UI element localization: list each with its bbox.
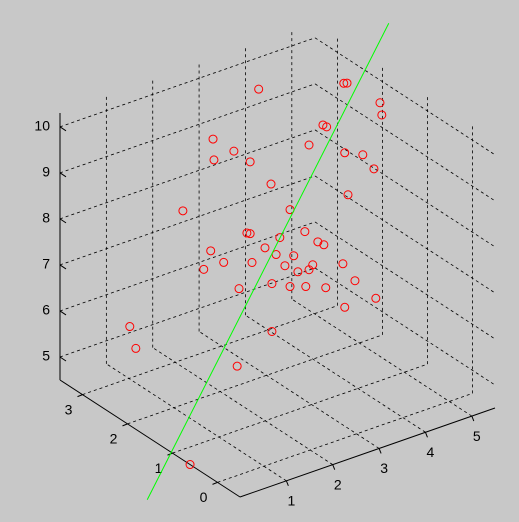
scatter-point — [342, 78, 352, 88]
scatter-point — [343, 190, 353, 200]
grid-line — [152, 347, 333, 465]
scatter-point — [219, 257, 229, 267]
z-tick-label: 7 — [42, 256, 50, 272]
scatter-point — [178, 206, 188, 216]
scatter-point — [293, 267, 303, 277]
scatter-point — [371, 293, 381, 303]
scatter-point — [229, 146, 239, 156]
x-tick-label: 3 — [65, 401, 73, 417]
tick-mark — [59, 126, 67, 132]
scatter-point — [271, 250, 281, 260]
scatter-point — [206, 246, 216, 256]
grid-line — [314, 37, 496, 156]
scatter-point — [199, 264, 209, 274]
grid-line — [198, 331, 380, 449]
grid-line — [106, 363, 287, 482]
scatter-point — [245, 157, 255, 167]
z-tick-label: 6 — [42, 302, 50, 318]
z-tick-label: 5 — [42, 348, 50, 364]
scatter-point — [209, 155, 219, 165]
scatter-point — [260, 243, 270, 253]
scatter-point — [340, 302, 350, 312]
scatter-point — [369, 164, 379, 174]
tick-mark — [59, 356, 67, 362]
tick-mark — [59, 264, 67, 270]
x-tick-label: 1 — [155, 460, 163, 476]
grid-line — [291, 298, 473, 417]
scatter-point — [339, 78, 349, 88]
grid-line — [59, 267, 316, 358]
scatter-point — [375, 98, 385, 108]
grid-line — [59, 37, 316, 128]
scatter-point — [350, 276, 360, 286]
scatter-point — [321, 283, 331, 293]
scatter-point — [232, 361, 242, 371]
x-axis — [59, 379, 241, 498]
scatter-point — [275, 233, 285, 243]
x-tick-label: 2 — [110, 431, 118, 447]
scatter-point — [280, 261, 290, 271]
y-tick-label: 2 — [334, 476, 342, 492]
tick-mark — [59, 310, 67, 316]
scatter-point — [267, 279, 277, 289]
scatter-point — [338, 259, 348, 269]
tick-mark — [378, 448, 382, 454]
scatter-point — [300, 227, 310, 237]
scatter-point — [245, 229, 255, 239]
grid-line — [314, 267, 496, 386]
y-tick-label: 1 — [287, 493, 295, 509]
scatter-point — [234, 284, 244, 294]
scatter-point — [254, 84, 264, 94]
y-tick-label: 4 — [427, 444, 435, 460]
tick-mark — [212, 481, 218, 485]
x-tick-label: 0 — [200, 489, 208, 505]
tick-mark — [424, 432, 428, 438]
scatter-point — [377, 110, 387, 120]
z-tick-label: 9 — [42, 164, 50, 180]
tick-mark — [471, 415, 475, 422]
tick-mark — [122, 423, 128, 427]
grid-line — [59, 129, 316, 220]
y-tick-label: 3 — [380, 460, 388, 476]
scatter-point — [289, 251, 299, 261]
scatter-point — [125, 322, 135, 332]
grid-line — [314, 175, 496, 294]
grid-line — [314, 221, 496, 340]
scatter-point — [208, 134, 218, 144]
grid-line — [217, 392, 473, 483]
scatter-point — [185, 460, 195, 470]
scatter-point — [242, 228, 252, 238]
tick-mark — [77, 394, 83, 398]
scatter-point — [301, 282, 311, 292]
scatter-point — [319, 240, 329, 250]
grid-line — [314, 129, 496, 248]
fit-line — [146, 23, 390, 501]
scatter-point — [285, 282, 295, 292]
scatter-point — [358, 150, 368, 160]
scatter-point — [322, 122, 332, 132]
y-tick-label: 5 — [473, 428, 481, 444]
grid-line — [59, 83, 316, 174]
tick-mark — [59, 172, 67, 178]
scatter-point — [313, 237, 323, 247]
scatter-point — [131, 343, 141, 353]
z-tick-label: 10 — [34, 118, 50, 134]
y-axis — [239, 407, 496, 498]
grid-line — [314, 83, 496, 202]
scatter-point — [267, 326, 277, 336]
scatter-point — [304, 265, 314, 275]
scatter-point — [266, 179, 276, 189]
grid-line — [245, 314, 426, 433]
scatter-point — [304, 140, 314, 150]
tick-mark — [332, 464, 336, 470]
z-tick-label: 8 — [42, 210, 50, 226]
scatter-point — [340, 148, 350, 158]
tick-mark — [285, 480, 289, 487]
tick-mark — [59, 218, 67, 224]
grid-line — [59, 175, 316, 266]
scatter-point — [247, 257, 257, 267]
